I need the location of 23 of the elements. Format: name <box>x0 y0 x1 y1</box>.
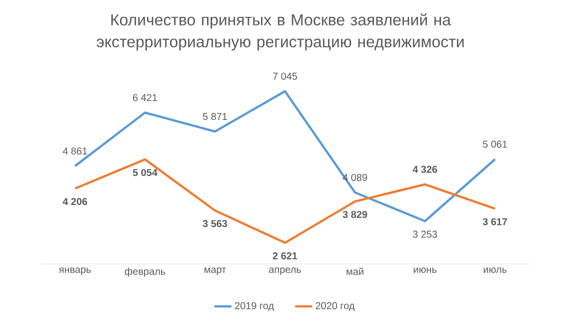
data-label: 4 206 <box>62 198 88 206</box>
data-label: 6 421 <box>133 94 157 102</box>
legend-label: 2019 год <box>235 302 274 312</box>
x-tick-label: июль <box>484 268 507 273</box>
x-tick-label: апрель <box>269 268 301 275</box>
x-tick-label: июнь <box>414 268 436 273</box>
data-label: 3 253 <box>412 230 438 238</box>
chart-title: Количество принятых в Москве заявлений на экстерриториальную регистрацию недвижимости <box>96 13 464 51</box>
x-tick-label: январь <box>58 268 91 275</box>
data-label: 4 326 <box>412 166 438 173</box>
data-label: 7 045 <box>273 72 298 80</box>
x-tick-label: март <box>204 268 226 275</box>
x-tick-label: февраль <box>124 268 166 277</box>
data-label: 5 061 <box>482 140 507 148</box>
data-label: 4 861 <box>62 148 87 155</box>
data-label: 5 054 <box>132 168 158 176</box>
data-label: 3 617 <box>482 218 508 226</box>
legend-label: 2020 год <box>316 302 355 312</box>
data-label: 5 871 <box>202 112 227 120</box>
x-tick-label: май <box>346 268 364 276</box>
data-label: 2 621 <box>272 252 298 260</box>
data-label: 3 829 <box>342 210 368 218</box>
data-label: 3 563 <box>202 220 228 228</box>
